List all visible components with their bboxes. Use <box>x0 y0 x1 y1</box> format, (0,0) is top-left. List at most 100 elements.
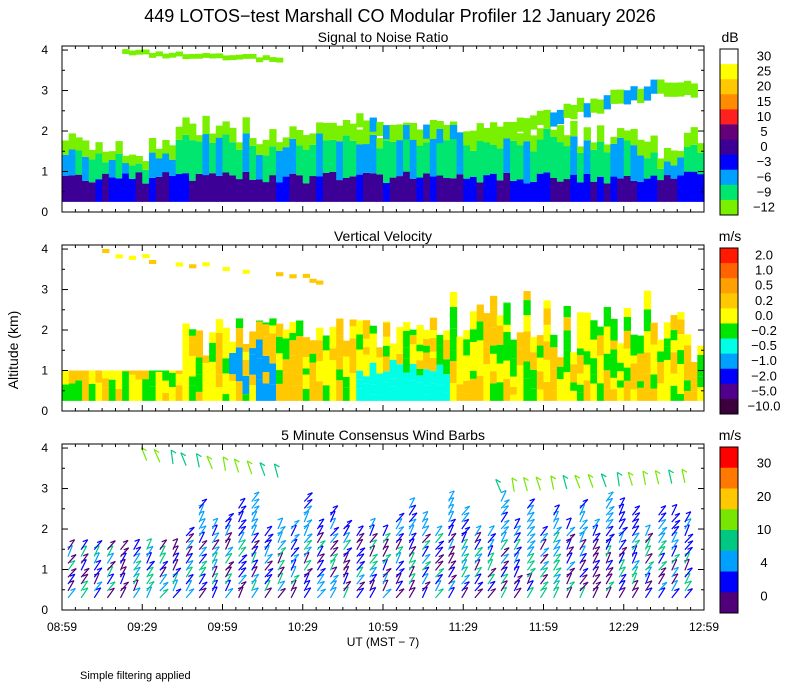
vv-cell <box>469 311 478 330</box>
snr-cell <box>556 142 565 182</box>
wind-barb <box>316 573 325 585</box>
wind-barb <box>356 581 366 592</box>
wind-barb <box>67 580 75 592</box>
wind-barb-flag <box>661 540 667 544</box>
wind-barb-flag <box>332 532 339 537</box>
wind-barb <box>526 572 533 585</box>
wind-barb <box>579 531 585 544</box>
vv-cell <box>677 364 685 377</box>
wind-barb <box>618 503 625 516</box>
snr-cell <box>650 135 658 153</box>
snr-cell <box>683 80 692 95</box>
wind-barb <box>146 586 153 599</box>
vv-cell <box>476 392 484 401</box>
snr-cell <box>262 155 270 183</box>
wind-barb-upper <box>495 479 502 493</box>
wind-barb-flag <box>345 580 352 584</box>
wind-barb <box>369 566 377 578</box>
wind-barb-upper-flag <box>234 458 240 463</box>
wind-barb <box>369 560 378 571</box>
wind-barb <box>461 587 469 599</box>
vv-cell <box>376 394 384 401</box>
snr-cell <box>443 124 451 140</box>
snr-cell <box>617 178 625 202</box>
wind-barb-flag <box>634 539 640 543</box>
wind-barb <box>448 587 455 599</box>
wind-barb-upper <box>273 463 279 478</box>
snr-cell <box>276 57 284 63</box>
vv-cell <box>543 341 551 360</box>
wind-barb-flag <box>266 587 272 591</box>
vv-cell <box>182 371 190 386</box>
wind-barb-flag <box>398 526 404 530</box>
wind-barb-flag <box>528 511 535 515</box>
wind-barb <box>526 553 535 564</box>
wind-barb <box>566 561 576 571</box>
wind-barb-flag <box>319 553 325 557</box>
vv-cell <box>670 340 678 353</box>
vv-cell <box>690 391 698 401</box>
wind-barb <box>579 526 589 537</box>
wind-barb <box>605 497 614 509</box>
wind-barb <box>316 553 325 564</box>
wind-barb <box>487 533 497 544</box>
vv-cell <box>623 367 632 381</box>
vv-cell <box>429 358 438 372</box>
wind-barb <box>684 588 693 599</box>
vv-cell <box>195 337 204 358</box>
footnote: Simple filtering applied <box>80 670 191 682</box>
wind-barb <box>119 586 127 599</box>
vv-cell <box>316 340 324 362</box>
wind-barb <box>461 518 470 530</box>
wind-barb <box>645 561 655 571</box>
wind-barb-flag <box>280 525 286 529</box>
vv-cell <box>309 278 317 283</box>
wind-barb <box>185 552 194 564</box>
wind-barb <box>251 524 258 537</box>
wind-barb <box>329 517 337 530</box>
vv-cell <box>603 307 611 327</box>
wind-barb <box>120 547 130 557</box>
vv-cell <box>530 388 538 401</box>
vv-cell <box>296 354 304 375</box>
wind-barb <box>133 538 141 550</box>
wind-barb-flag <box>148 566 154 570</box>
wind-barb-flag <box>200 525 207 529</box>
wind-barb <box>408 524 415 537</box>
wind-barb <box>172 538 179 550</box>
wind-barb <box>356 547 366 557</box>
wind-barb <box>553 559 561 571</box>
wind-barb-flag <box>267 553 273 557</box>
wind-barb <box>605 512 614 523</box>
wind-barb-flag <box>633 525 640 529</box>
wind-barb <box>159 560 169 571</box>
wind-barb-flag <box>437 546 444 550</box>
vv-cell <box>423 385 431 395</box>
vv-cell <box>262 383 270 401</box>
vv-cell <box>583 320 591 330</box>
vv-cell <box>249 331 257 349</box>
snr-cell <box>75 137 83 151</box>
vv-cell <box>623 380 632 401</box>
snr-cell <box>657 168 665 181</box>
wind-barb-flag <box>660 518 667 522</box>
wind-barb <box>526 526 536 537</box>
vv-cell <box>496 344 504 364</box>
wind-barb-flag <box>69 573 76 577</box>
vv-cell <box>650 344 658 364</box>
wind-barb <box>356 553 365 564</box>
y-tick-label: 3 <box>41 84 48 98</box>
wind-barb <box>251 573 260 585</box>
wind-barb-flag <box>542 573 548 578</box>
vv-cell <box>222 345 230 359</box>
vv-cell <box>269 384 277 401</box>
vv-cell <box>62 384 70 401</box>
wind-barb <box>211 586 218 599</box>
colorbar-swatch <box>720 323 738 340</box>
vv-cell <box>563 350 571 373</box>
vv-cell <box>195 330 204 338</box>
vv-cell <box>496 382 504 401</box>
wind-barb <box>631 552 638 564</box>
snr-cell <box>483 142 491 176</box>
